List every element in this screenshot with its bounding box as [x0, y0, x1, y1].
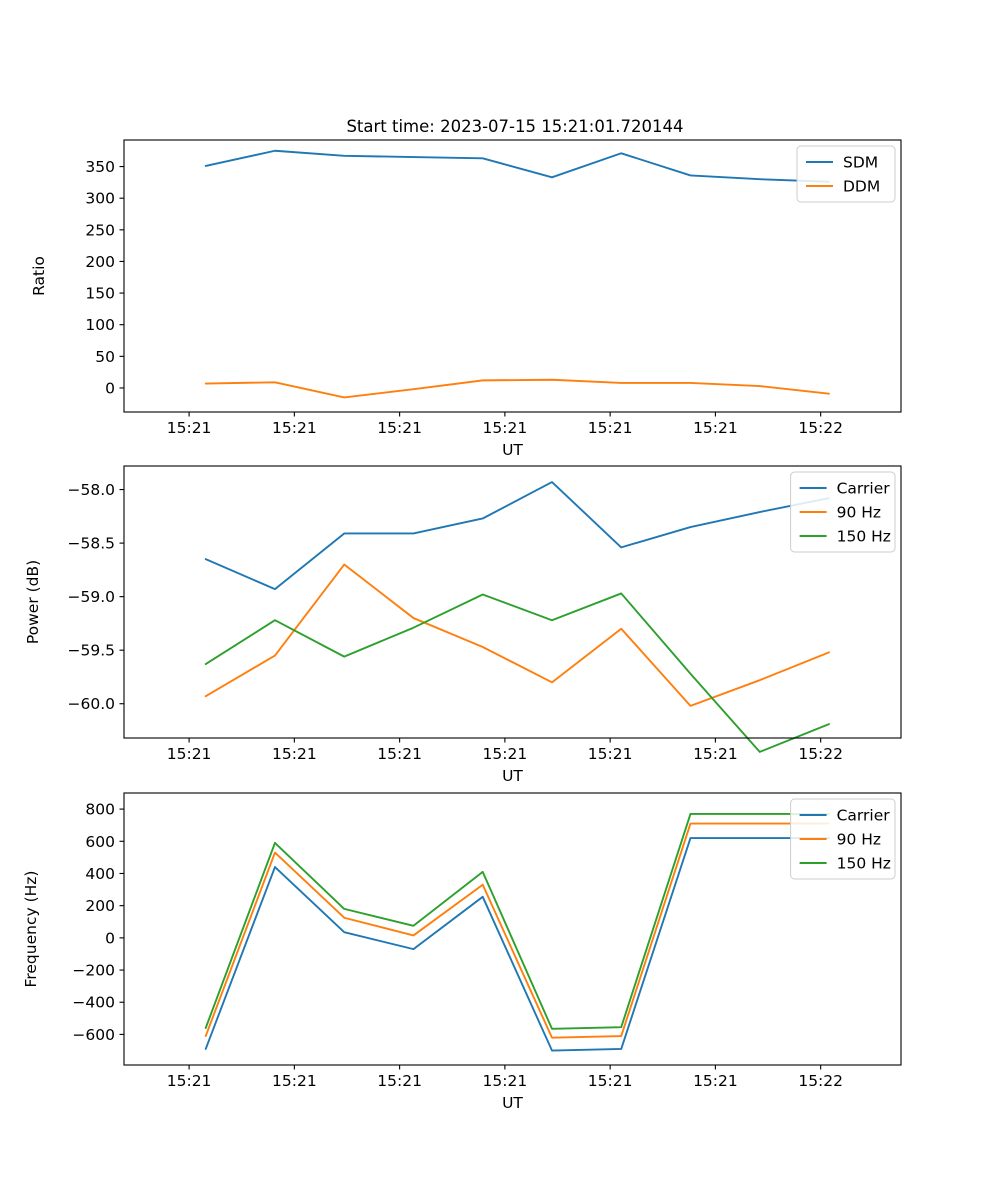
x-tick-label: 15:21	[483, 419, 528, 437]
figure-title: Start time: 2023-07-15 15:21:01.720144	[346, 117, 683, 136]
y-tick-label: 0	[105, 929, 115, 947]
x-tick-label: 15:21	[693, 745, 738, 763]
y-tick-label: −58.0	[68, 481, 116, 499]
x-tick-label: 15:21	[693, 419, 738, 437]
y-axis-label: Ratio	[30, 256, 48, 296]
y-tick-label: 600	[85, 833, 115, 851]
axes-spines	[123, 792, 902, 1066]
legend-box	[790, 798, 896, 880]
legend: SDM DDM	[796, 145, 896, 203]
y-tick-label: 200	[85, 253, 115, 271]
x-tick-label: 15:21	[588, 1072, 633, 1090]
y-tick-label: 250	[85, 221, 115, 239]
legend-label-90-hz: 90 Hz	[837, 831, 881, 849]
legend-label-ddm: DDM	[843, 178, 880, 196]
panels-root: 15:21 15:21 15:21 15:21 15:21 15:21 15:22 0 50 10…	[22, 139, 902, 1112]
legend-label-150-hz: 150 Hz	[837, 528, 891, 546]
x-axis-label: UT	[502, 767, 523, 785]
x-tick-label: 15:22	[798, 419, 843, 437]
x-tick-label: 15:22	[798, 1072, 843, 1090]
y-tick-label: −58.5	[68, 535, 116, 553]
legend: Carrier 90 Hz 150 Hz	[790, 471, 896, 553]
y-tick-label: 300	[85, 190, 115, 208]
y-tick-label: −200	[72, 962, 115, 980]
plot-area	[124, 466, 901, 738]
x-axis-label: UT	[502, 1094, 523, 1112]
y-tick-label: 200	[85, 897, 115, 915]
series-line-ddm	[204, 378, 830, 399]
legend-label-90-hz: 90 Hz	[837, 504, 881, 522]
y-tick-label: 800	[85, 801, 115, 819]
x-tick-label: 15:21	[588, 745, 633, 763]
x-tick-label: 15:21	[167, 1072, 212, 1090]
series-line-sdm	[204, 149, 830, 183]
x-tick-label: 15:21	[483, 1072, 528, 1090]
y-axis-label: Frequency (Hz)	[22, 871, 40, 988]
y-tick-label: 150	[85, 285, 115, 303]
legend-label-150-hz: 150 Hz	[837, 855, 891, 873]
y-tick-label: 100	[85, 316, 115, 334]
y-tick-label: −400	[72, 994, 115, 1012]
legend-box	[796, 145, 896, 203]
legend: Carrier 90 Hz 150 Hz	[790, 798, 896, 880]
axes-spines	[123, 139, 902, 413]
y-tick-label: −600	[72, 1026, 115, 1044]
x-tick-label: 15:21	[167, 419, 212, 437]
legend-label-sdm: SDM	[843, 154, 878, 172]
power-panel: 15:21 15:21 15:21 15:21 15:21 15:21 15:22 −58.0…	[24, 465, 902, 785]
series-line-90-hz	[204, 563, 830, 707]
y-tick-label: 50	[95, 348, 115, 366]
x-tick-label: 15:21	[167, 745, 212, 763]
axes-spines	[123, 465, 902, 739]
legend-label-carrier: Carrier	[837, 480, 891, 498]
plot-area	[124, 140, 901, 412]
x-tick-label: 15:22	[798, 745, 843, 763]
x-tick-label: 15:21	[272, 745, 317, 763]
ratio-panel: 15:21 15:21 15:21 15:21 15:21 15:21 15:22 0 50 10…	[30, 139, 902, 459]
y-tick-label: −59.0	[68, 588, 116, 606]
y-tick-label: −59.5	[68, 642, 116, 660]
x-tick-label: 15:21	[377, 419, 422, 437]
x-tick-label: 15:21	[272, 419, 317, 437]
x-tick-label: 15:21	[588, 419, 633, 437]
y-tick-label: 400	[85, 865, 115, 883]
series-line-150-hz	[204, 812, 830, 1030]
series-line-150-hz	[204, 592, 830, 753]
x-axis-label: UT	[502, 441, 523, 459]
y-tick-label: 0	[105, 379, 115, 397]
plot-area	[124, 793, 901, 1065]
y-tick-label: 350	[85, 158, 115, 176]
frequency-panel: 15:21 15:21 15:21 15:21 15:21 15:21 15:22 −600 −…	[22, 792, 902, 1112]
series-line-90-hz	[204, 822, 830, 1039]
x-tick-label: 15:21	[377, 1072, 422, 1090]
y-tick-label: −60.0	[68, 695, 116, 713]
x-tick-label: 15:21	[272, 1072, 317, 1090]
x-tick-label: 15:21	[483, 745, 528, 763]
legend-box	[790, 471, 896, 553]
legend-label-carrier: Carrier	[837, 807, 891, 825]
x-tick-label: 15:21	[377, 745, 422, 763]
series-line-carrier	[204, 837, 830, 1052]
y-axis-label: Power (dB)	[24, 560, 42, 644]
series-line-carrier	[204, 481, 830, 591]
x-tick-label: 15:21	[693, 1072, 738, 1090]
